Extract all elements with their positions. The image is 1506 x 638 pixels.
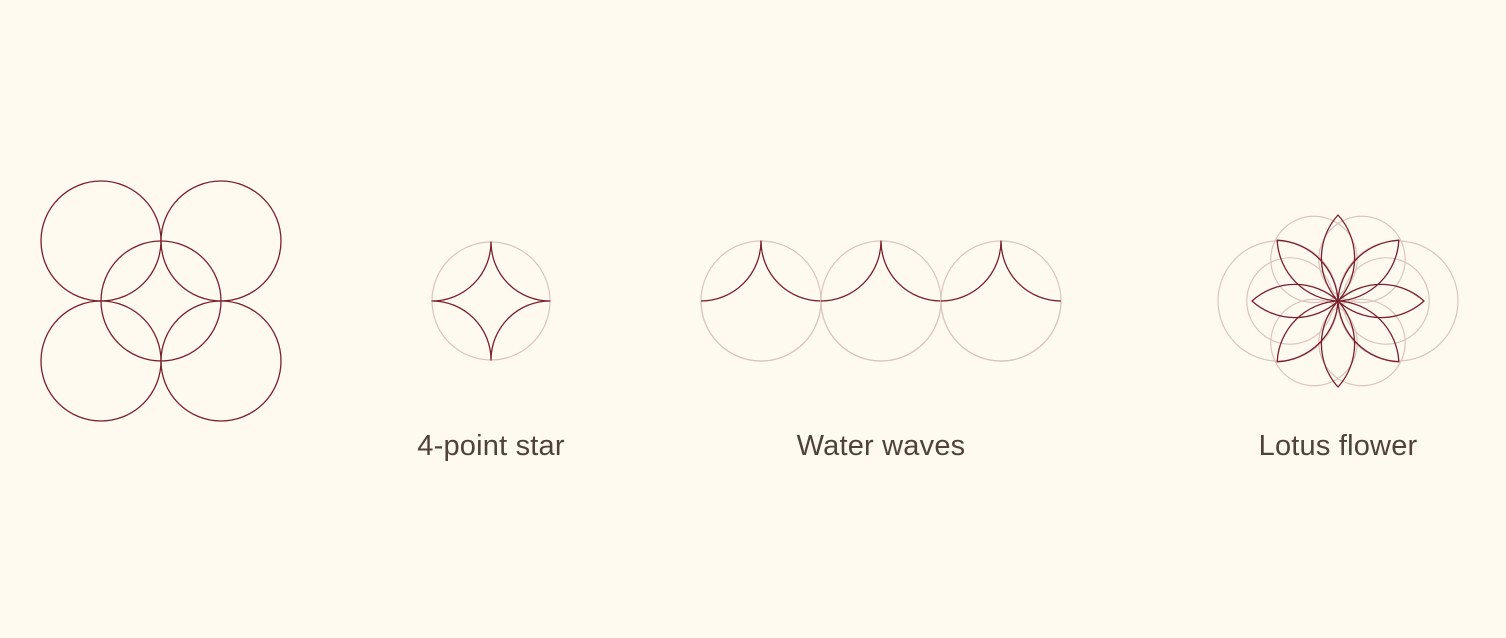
- guide-arc: [880, 300, 942, 362]
- star-outline: [431, 241, 551, 361]
- overlapping-circles-motif: [40, 180, 282, 422]
- guide-arc: [760, 300, 822, 362]
- guide-circle: [940, 240, 1062, 362]
- lotus-flower-motif: [1217, 214, 1459, 388]
- guide-circle: [1270, 298, 1358, 387]
- guide-arc: [940, 300, 1002, 362]
- water-waves-motif: [700, 240, 1062, 362]
- four-point-star-caption: 4-point star: [417, 430, 565, 462]
- pattern-circle: [40, 180, 162, 302]
- wave-line: [940, 240, 1062, 302]
- water-waves-caption: Water waves: [796, 430, 966, 462]
- lotus-petal: [1337, 300, 1400, 363]
- guide-arc: [700, 300, 762, 362]
- lotus-petal: [1320, 214, 1356, 302]
- guide-circle: [1270, 215, 1358, 304]
- lotus-petal: [1251, 283, 1339, 319]
- pattern-circle: [160, 180, 282, 302]
- guide-arc: [820, 300, 882, 362]
- guide-circle: [1318, 215, 1406, 304]
- wave-line: [700, 240, 822, 302]
- guide-circle: [1318, 298, 1406, 387]
- lotus-flower-caption: Lotus flower: [1258, 430, 1418, 462]
- guide-circle: [431, 241, 551, 361]
- wave-line: [820, 240, 942, 302]
- guide-circle: [820, 240, 942, 362]
- four-point-star-motif: [431, 241, 551, 361]
- lotus-petal: [1276, 300, 1339, 363]
- guide-arc: [1000, 300, 1062, 362]
- lotus-petal: [1320, 300, 1356, 388]
- pattern-circle: [160, 300, 282, 422]
- lotus-petal: [1276, 239, 1339, 302]
- lotus-petal: [1337, 239, 1400, 302]
- lotus-petal: [1337, 283, 1425, 319]
- guide-circle: [700, 240, 822, 362]
- pattern-circle: [40, 300, 162, 422]
- guide-circle: [1246, 257, 1334, 345]
- pattern-circle: [100, 240, 222, 362]
